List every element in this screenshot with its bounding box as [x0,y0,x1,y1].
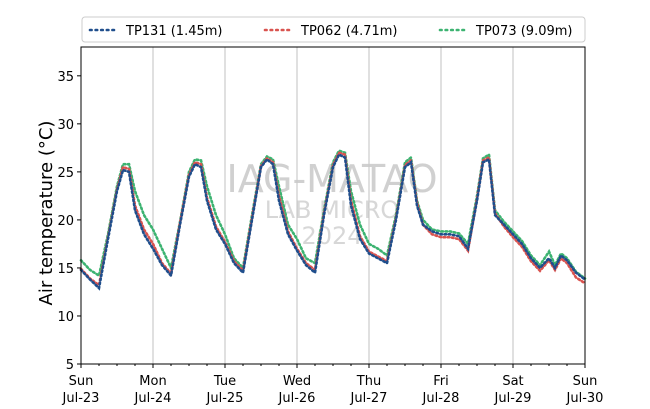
y-tick-label: 30 [57,118,74,133]
x-tick-label-date: Jul-23 [62,391,100,406]
y-tick-label: 15 [57,262,74,277]
legend-label: TP073 (9.09m) [475,24,572,39]
legend-label: TP131 (1.45m) [125,24,222,39]
x-tick-label-day: Thu [356,374,381,389]
series-line-tp073 [79,149,587,280]
y-axis: 5 10 15 20 25 30 35 [57,70,81,373]
x-tick-label-date: Jul-25 [206,391,244,406]
y-tick-label: 5 [66,358,74,373]
x-tick-label-day: Sat [502,374,523,389]
x-tick-label-day: Tue [213,374,236,389]
x-tick-label-day: Sun [69,374,94,389]
x-tick-label-day: Mon [139,374,166,389]
legend-frame [81,16,586,43]
x-tick-label-date: Jul-28 [422,391,460,406]
x-tick-label-date: Jul-30 [566,391,604,406]
x-tick-label-date: Jul-27 [350,391,388,406]
watermark-line-3: 2024 [301,222,362,250]
grid [152,47,514,364]
legend-label: TP062 (4.71m) [300,24,397,39]
x-tick-label-date: Jul-29 [494,391,532,406]
y-tick-label: 35 [57,70,74,85]
y-tick-label: 25 [57,166,74,181]
y-tick-label: 10 [57,310,74,325]
series-line-tp131 [79,152,587,291]
x-tick-label-day: Wed [283,374,311,389]
x-tick-label-date: Jul-24 [134,391,172,406]
legend: TP131 (1.45m) TP062 (4.71m) TP073 (9.09m) [81,16,586,43]
y-axis-label: Air temperature (°C) [36,121,57,306]
x-tick-label-day: Sun [573,374,598,389]
series-layer [79,149,587,291]
x-tick-label-date: Jul-26 [278,391,316,406]
x-axis: Sun Jul-23 Mon Jul-24 Tue Jul-25 Wed Jul-26 Thu J… [62,364,604,406]
y-tick-label: 20 [57,214,74,229]
x-tick-label-day: Fri [433,374,449,389]
